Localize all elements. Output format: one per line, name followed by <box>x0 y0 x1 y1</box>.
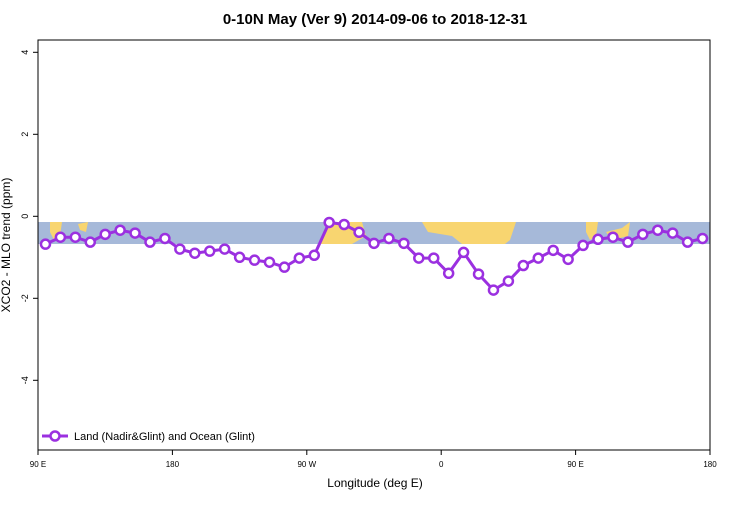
data-point <box>622 236 634 248</box>
data-point <box>174 243 186 255</box>
data-point <box>547 244 559 257</box>
data-point <box>129 227 141 239</box>
data-point <box>592 233 604 246</box>
y-axis-label: XCO2 - MLO trend (ppm) <box>0 178 13 313</box>
data-point <box>84 236 97 248</box>
data-point <box>457 246 470 259</box>
data-point <box>144 236 156 248</box>
data-point <box>248 254 261 266</box>
data-point <box>562 253 574 266</box>
data-point <box>278 261 291 273</box>
data-point <box>502 275 515 287</box>
y-tick-label: -4 <box>20 376 30 384</box>
y-tick-label: 2 <box>20 132 30 137</box>
data-point <box>442 267 455 280</box>
data-point <box>323 216 335 229</box>
data-point <box>427 252 440 264</box>
plot-frame <box>37 39 711 451</box>
data-point <box>203 245 216 257</box>
x-tick-label: 90 W <box>297 460 316 469</box>
y-tick-label: 4 <box>20 50 30 55</box>
y-tick-label: -2 <box>20 294 30 302</box>
data-point <box>696 232 709 245</box>
data-point <box>54 231 67 243</box>
data-point <box>69 231 82 243</box>
x-tick-label: 90 E <box>30 460 46 469</box>
data-point <box>532 252 545 264</box>
data-point <box>368 237 380 250</box>
legend-marker <box>49 430 61 442</box>
x-tick-label: 180 <box>166 460 180 469</box>
data-point <box>577 239 589 252</box>
data-point <box>517 259 530 272</box>
data-point <box>666 227 679 239</box>
data-point <box>218 243 231 255</box>
data-point <box>159 232 171 245</box>
data-point <box>413 252 425 264</box>
data-point <box>637 228 649 241</box>
data-point <box>338 218 350 231</box>
data-point <box>263 256 276 268</box>
x-tick-label: 180 <box>703 460 717 469</box>
data-point <box>681 236 694 248</box>
data-point <box>293 252 306 264</box>
y-tick-label: 0 <box>20 214 30 219</box>
data-point <box>308 249 321 261</box>
data-point <box>114 224 126 236</box>
data-point <box>651 224 664 236</box>
data-point <box>39 238 52 250</box>
data-point <box>99 228 111 241</box>
data-point <box>398 237 410 250</box>
data-point <box>353 226 365 239</box>
data-point <box>383 232 395 245</box>
data-point <box>607 231 619 243</box>
x-tick-label: 90 E <box>567 460 583 469</box>
chart-title: 0-10N May (Ver 9) 2014-09-06 to 2018-12-… <box>223 11 527 28</box>
data-point <box>487 284 500 296</box>
legend-label: Land (Nadir&Glint) and Ocean (Glint) <box>74 431 255 443</box>
data-point <box>472 268 485 280</box>
x-tick-label: 0 <box>439 460 444 469</box>
data-point <box>233 251 246 264</box>
x-axis-label: Longitude (deg E) <box>327 476 422 490</box>
data-point <box>189 247 201 259</box>
